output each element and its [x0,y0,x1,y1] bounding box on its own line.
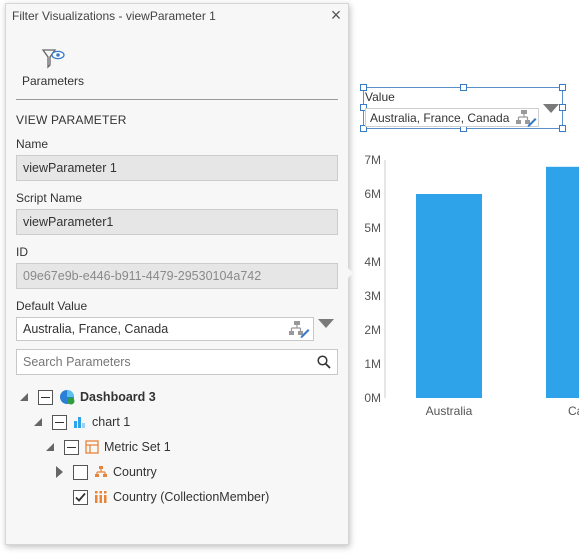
tree-label: Dashboard 3 [80,390,156,404]
checkbox-partial[interactable] [64,439,79,455]
bar[interactable] [546,166,579,398]
tree-node-metric-set[interactable]: Metric Set 1 [46,437,171,457]
dashboard-icon [59,389,75,405]
divider [16,99,338,100]
value-label: Value [365,90,395,104]
x-tick-label: Australia [426,404,473,418]
tree-label: Country (CollectionMember) [113,490,270,504]
y-tick-label: 0M [364,391,381,405]
tree-node-country-collection-member[interactable]: Country (CollectionMember) [73,487,269,507]
checkbox-partial[interactable] [52,414,67,430]
default-value-dropdown-icon[interactable] [318,319,334,328]
resize-handle[interactable] [460,84,467,91]
expand-closed-icon[interactable] [56,466,63,478]
y-tick-label: 7M [364,153,381,167]
tree-label: Country [113,465,157,479]
resize-handle[interactable] [360,125,367,132]
value-dropdown-icon[interactable] [543,104,559,113]
panel-title: Filter Visualizations - viewParameter 1 [12,9,216,23]
bar-chart: 0M 1M 2M 3M 4M 5M 6M 7M Australia Can [355,150,579,420]
y-tick-label: 3M [364,289,381,303]
close-button[interactable]: × [330,5,342,25]
expand-open-icon[interactable] [46,443,54,451]
default-value-field[interactable]: Australia, France, Canada [16,317,314,341]
tree-label: Metric Set 1 [104,440,171,454]
hierarchy-icon [94,465,108,479]
metric-set-icon [85,440,99,454]
checkbox-partial[interactable] [38,389,53,405]
filter-eye-icon [18,48,88,70]
script-name-label: Script Name [16,191,83,205]
value-parameter-widget[interactable]: Value Australia, France, Canada [360,84,566,132]
tree-select-icon[interactable] [515,109,537,133]
id-label: ID [16,245,28,259]
tree-select-icon[interactable] [288,320,310,345]
resize-handle[interactable] [559,84,566,91]
bar[interactable] [416,194,482,398]
panel-pointer [344,264,353,282]
default-value-label: Default Value [16,299,88,313]
value-text: Australia, France, Canada [370,111,510,125]
filter-visualizations-panel: Filter Visualizations - viewParameter 1 … [5,3,349,545]
x-tick-label: Can [568,404,579,418]
y-tick-label: 1M [364,357,381,371]
checkbox-checked[interactable] [73,489,88,505]
search-icon[interactable] [317,355,331,374]
search-input[interactable] [17,350,307,374]
script-name-field[interactable]: viewParameter1 [16,209,338,235]
chart-svg: 0M 1M 2M 3M 4M 5M 6M 7M Australia Can [364,153,579,418]
tree-node-dashboard[interactable]: Dashboard 3 [20,387,156,407]
id-field: 09e67e9b-e446-b911-4479-29530104a742 [16,263,338,289]
resize-handle[interactable] [360,104,367,111]
collection-member-icon [94,490,108,504]
search-parameters-box[interactable] [16,349,338,375]
default-value-text: Australia, France, Canada [23,322,169,336]
section-heading: VIEW PARAMETER [16,113,127,127]
checkbox-unchecked[interactable] [73,464,88,480]
resize-handle[interactable] [559,125,566,132]
tab-parameters-label: Parameters [21,74,85,88]
expand-open-icon[interactable] [34,418,42,426]
tree-node-chart[interactable]: chart 1 [34,412,130,432]
y-tick-label: 6M [364,187,381,201]
name-field[interactable]: viewParameter 1 [16,155,338,181]
tree-label: chart 1 [92,415,131,429]
y-tick-label: 5M [364,221,381,235]
resize-handle[interactable] [360,84,367,91]
tree-node-country[interactable]: Country [56,462,157,482]
expand-open-icon[interactable] [20,393,28,401]
value-field[interactable]: Australia, France, Canada [365,108,539,127]
resize-handle[interactable] [559,104,566,111]
tab-parameters[interactable]: Parameters [18,48,88,88]
y-tick-label: 4M [364,255,381,269]
name-label: Name [16,137,49,151]
y-tick-label: 2M [364,323,381,337]
bar-chart-icon [73,415,87,429]
